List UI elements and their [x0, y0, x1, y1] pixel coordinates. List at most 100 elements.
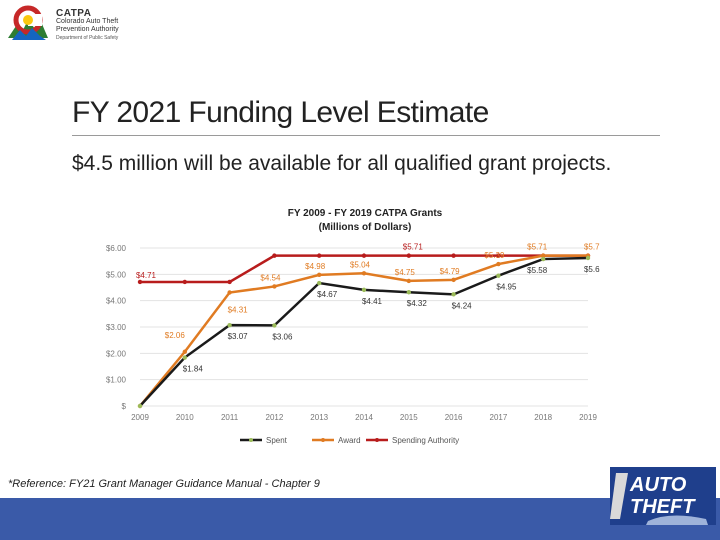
data-point [137, 403, 143, 409]
data-label: $4.98 [305, 262, 326, 271]
legend-marker [321, 438, 325, 442]
legend-label: Award [338, 436, 361, 445]
x-tick-label: 2009 [131, 413, 149, 422]
data-point [541, 256, 546, 262]
data-label: $3.06 [272, 332, 293, 341]
series-line-spent [139, 256, 589, 407]
data-label: $5.58 [527, 266, 548, 275]
chart-title: FY 2009 - FY 2019 CATPA Grants [288, 208, 443, 219]
data-label: $4.31 [228, 306, 249, 315]
y-tick-label: $1.00 [106, 376, 127, 385]
data-point [137, 279, 143, 285]
legend-marker [375, 438, 379, 442]
x-tick-label: 2015 [400, 413, 418, 422]
data-label: $4.95 [496, 283, 517, 292]
data-point [496, 273, 501, 278]
car-silhouette-icon [646, 515, 708, 525]
data-label: $4.24 [452, 301, 473, 310]
y-axis-ticks: $ $1.00 $2.00 $3.00 $4.00 $5.00 $6.00 [106, 244, 127, 411]
data-point [361, 253, 367, 258]
title-divider [72, 135, 660, 136]
data-point [227, 322, 232, 328]
data-point [317, 253, 322, 258]
data-point [406, 290, 411, 295]
chart-subtitle: (Millions of Dollars) [319, 222, 412, 233]
legend-label: Spending Authority [392, 436, 459, 445]
data-point [182, 355, 187, 360]
y-tick-label: $ [122, 402, 127, 411]
logo-line2: Prevention Authority [56, 26, 119, 33]
colorado-c-icon [8, 5, 48, 40]
data-point [182, 279, 187, 285]
data-point [451, 277, 456, 283]
data-label: $4.79 [440, 267, 461, 276]
data-label: $5.62 [584, 265, 600, 274]
x-tick-label: 2019 [579, 413, 597, 422]
data-point [272, 323, 277, 328]
data-label: $5.04 [350, 260, 371, 269]
chart-gridlines [140, 247, 588, 407]
legend-marker [249, 438, 253, 442]
funding-statement: $4.5 million will be available for all q… [72, 152, 612, 175]
data-label: $4.71 [136, 271, 157, 280]
x-tick-label: 2010 [176, 413, 194, 422]
auto-logo-line1: AUTO [629, 474, 687, 496]
y-tick-label: $5.00 [106, 270, 127, 279]
data-point [361, 271, 367, 276]
data-label: $2.06 [165, 331, 186, 340]
logo-line3: Department of Public Safety [56, 35, 119, 41]
data-point [541, 253, 546, 258]
logo-title: CATPA [56, 8, 92, 19]
data-label: $4.32 [407, 299, 428, 308]
data-point [406, 278, 411, 284]
data-point [406, 253, 411, 258]
data-point [361, 287, 367, 293]
data-point [451, 253, 456, 258]
data-point [227, 279, 232, 285]
chart-data-labels: $1.84 $3.07 $3.06 $4.67 $4.41 $4.32 $4.24 $4.95… [136, 243, 600, 374]
slide-title: FY 2021 Funding Level Estimate [72, 96, 489, 129]
logo-line1: Colorado Auto Theft [56, 18, 119, 25]
y-tick-label: $4.00 [106, 297, 127, 306]
y-tick-label: $6.00 [106, 244, 127, 253]
data-label: $4.67 [317, 290, 338, 299]
x-tick-label: 2014 [355, 413, 373, 422]
x-tick-label: 2017 [490, 413, 508, 422]
chart-legend: Spent Award Spending Authority [240, 436, 459, 445]
data-label: $5.39 [484, 251, 505, 260]
chart-series [137, 253, 591, 409]
data-point [272, 284, 277, 289]
auto-logo-line2: THEFT [630, 496, 696, 518]
data-point [496, 261, 501, 267]
x-tick-label: 2012 [266, 413, 284, 422]
data-label: $4.75 [395, 268, 416, 277]
x-tick-label: 2013 [310, 413, 328, 422]
reference-note: *Reference: FY21 Grant Manager Guidance … [8, 478, 320, 490]
legend-label: Spent [266, 436, 288, 445]
x-axis-ticks: 2009 2010 2011 2012 2013 2014 2015 2016 2017 2018… [131, 413, 597, 422]
auto-theft-logo: AUTO THEFT [610, 467, 716, 525]
data-point [451, 292, 456, 297]
data-label: $3.07 [228, 332, 249, 341]
data-label: $4.54 [260, 273, 281, 282]
data-point [182, 349, 187, 354]
data-point [496, 253, 501, 258]
catpa-logo: CATPA Colorado Auto Theft Prevention Aut… [6, 4, 146, 46]
y-tick-label: $3.00 [106, 323, 127, 332]
x-tick-label: 2016 [445, 413, 463, 422]
data-label: $5.71 [527, 243, 548, 252]
grants-line-chart: FY 2009 - FY 2019 CATPA Grants (Millions… [106, 208, 600, 445]
data-point [227, 290, 232, 295]
data-point [317, 272, 322, 278]
data-label: $5.71 [403, 243, 424, 252]
footer-bar [0, 498, 720, 540]
y-tick-label: $2.00 [106, 349, 127, 358]
data-point [585, 255, 591, 261]
data-label: $5.71 [584, 243, 600, 252]
data-point [317, 280, 322, 286]
data-label: $1.84 [183, 365, 204, 374]
series-line-award [139, 254, 588, 407]
data-label: $4.41 [362, 297, 383, 306]
data-point [272, 253, 277, 258]
x-tick-label: 2011 [221, 413, 239, 422]
